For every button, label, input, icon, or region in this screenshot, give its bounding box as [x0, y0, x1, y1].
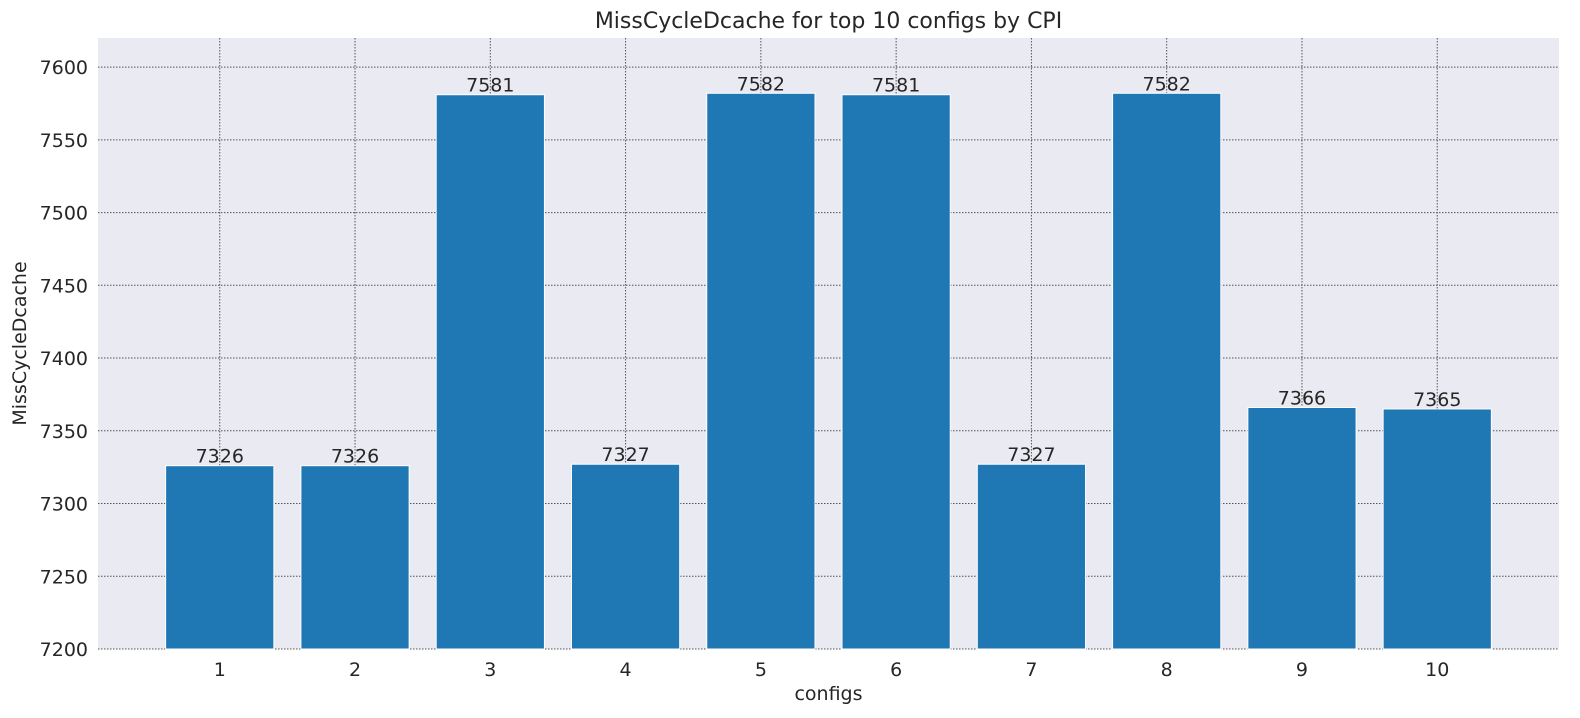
bar-value-label: 7326 [331, 446, 379, 468]
bar-value-label: 7581 [466, 75, 514, 97]
y-tick-label: 7400 [40, 348, 88, 370]
bar [976, 463, 1087, 650]
x-tick-label: 3 [484, 659, 496, 681]
x-tick-label: 4 [620, 659, 632, 681]
bar-value-label: 7365 [1413, 389, 1461, 411]
bar-value-label: 7582 [1143, 73, 1191, 95]
bar [300, 465, 410, 650]
bar-value-label: 7327 [1007, 444, 1055, 466]
bar [706, 92, 816, 650]
bar [1382, 408, 1492, 650]
y-tick-label: 7200 [40, 639, 88, 661]
chart-title: MissCycleDcache for top 10 configs by CP… [595, 9, 1062, 34]
bar [841, 94, 951, 650]
x-tick-label: 6 [890, 659, 902, 681]
bar [1112, 92, 1222, 650]
bar-value-labels: 7326 7326 7581 7327 7582 7581 7327 7582 7366 7365 [196, 73, 1462, 467]
x-axis-label: configs [794, 683, 862, 705]
y-tick-label: 7250 [40, 566, 88, 588]
x-tick-label: 9 [1296, 659, 1308, 681]
bar-value-label: 7326 [196, 446, 244, 468]
y-tick-label: 7500 [40, 203, 88, 225]
y-tick-label: 7600 [40, 57, 88, 79]
x-tick-label: 10 [1425, 659, 1449, 681]
y-tick-label: 7350 [40, 421, 88, 443]
x-axis-ticks: 1 2 3 4 5 6 7 8 9 10 [214, 659, 1450, 681]
bar [1247, 407, 1357, 650]
x-tick-label: 2 [349, 659, 361, 681]
y-tick-label: 7450 [40, 275, 88, 297]
y-tick-label: 7550 [40, 130, 88, 152]
y-axis-label: MissCycleDcache [9, 261, 31, 425]
bar [435, 94, 545, 650]
bars [165, 92, 1492, 650]
x-tick-label: 8 [1161, 659, 1173, 681]
bar-value-label: 7582 [737, 73, 785, 95]
x-tick-label: 5 [755, 659, 767, 681]
bar-value-label: 7366 [1278, 388, 1326, 410]
x-tick-label: 7 [1025, 659, 1037, 681]
y-axis-ticks: 7200 7250 7300 7350 7400 7450 7500 7550 7600 [40, 57, 88, 661]
bar-value-label: 7327 [601, 444, 649, 466]
bar [165, 465, 275, 650]
y-tick-label: 7300 [40, 494, 88, 516]
bar [570, 463, 681, 650]
x-tick-label: 1 [214, 659, 226, 681]
bar-value-label: 7581 [872, 75, 920, 97]
